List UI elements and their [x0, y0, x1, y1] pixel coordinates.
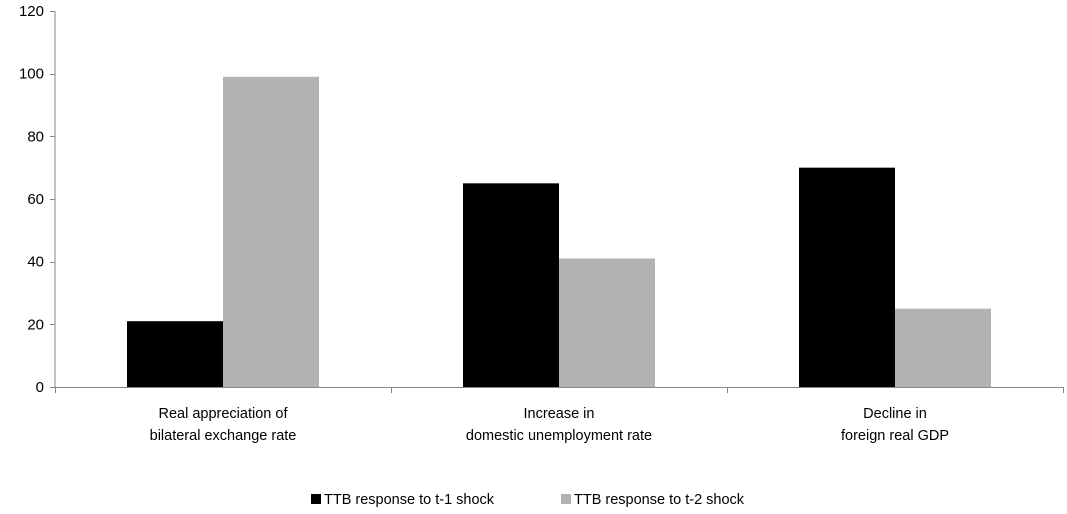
legend-label-2: TTB response to t-2 shock [574, 492, 745, 508]
y-tick-label: 80 [27, 128, 44, 145]
y-tick-label: 0 [36, 379, 44, 396]
category-label: bilateral exchange rate [150, 428, 297, 444]
bar-1-3 [799, 167, 895, 387]
x-axis [55, 387, 1064, 393]
category-label: foreign real GDP [841, 428, 949, 444]
legend-label-1: TTB response to t-1 shock [324, 492, 495, 508]
bar-1-2 [463, 183, 559, 387]
legend-swatch-1 [311, 494, 321, 504]
category-label: domestic unemployment rate [466, 428, 652, 444]
y-tick-label: 120 [19, 3, 44, 20]
legend: TTB response to t-1 shock TTB response to… [311, 492, 745, 508]
y-tick-label: 100 [19, 66, 44, 83]
legend-swatch-2 [561, 494, 571, 504]
category-label: Real appreciation of [159, 406, 289, 422]
y-axis: 0 20 40 60 80 100 120 [19, 3, 56, 396]
category-labels: Real appreciation of bilateral exchange r… [150, 406, 949, 444]
y-tick-label: 40 [27, 254, 44, 271]
y-tick-label: 60 [27, 191, 44, 208]
bars [127, 76, 991, 388]
bar-2-1 [223, 76, 319, 388]
bar-2-2 [559, 258, 655, 387]
category-label: Decline in [863, 406, 927, 422]
y-tick-label: 20 [27, 316, 44, 333]
bar-1-1 [127, 321, 223, 387]
bar-2-3 [895, 308, 991, 387]
category-label: Increase in [524, 406, 595, 422]
